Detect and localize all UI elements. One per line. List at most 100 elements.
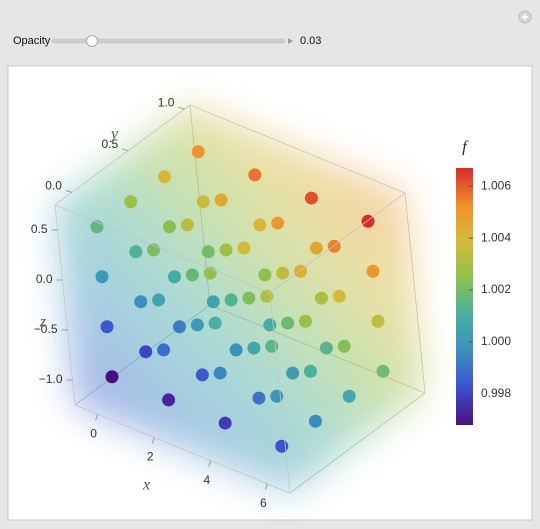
x-tick-label: 0 (90, 426, 97, 440)
data-point (252, 391, 266, 405)
colorbar-tick-label: 0.998 (481, 386, 511, 400)
y-tick (178, 106, 185, 110)
controls: Opacity 0.03 (13, 10, 532, 47)
data-point (276, 266, 290, 280)
data-point (319, 341, 333, 355)
data-point (139, 345, 153, 359)
data-point (185, 268, 199, 282)
data-point (242, 291, 256, 305)
box-edge (74, 404, 291, 494)
x-tick-label: 4 (203, 473, 210, 487)
data-point (253, 218, 267, 232)
box-edge (54, 204, 271, 294)
x-tick-label: 2 (147, 450, 154, 464)
y-tick-label: 0.5 (101, 137, 118, 151)
data-point (206, 295, 220, 309)
x-tick (95, 414, 99, 421)
data-point (157, 343, 171, 357)
data-point (281, 316, 295, 330)
data-point (303, 364, 317, 378)
z-tick-label: −0.5 (34, 322, 58, 336)
plot: 0 2 4 6 0.0 0.5 1.0 −1.0 −0.5 0.0 0.5 x y z f 0.998 1.00… (31, 95, 512, 510)
add-icon (522, 14, 528, 20)
data-point (258, 268, 272, 282)
data-point (224, 293, 238, 307)
y-tick-label: 1.0 (158, 95, 175, 109)
slider-toggle[interactable] (288, 38, 293, 44)
data-point (105, 370, 119, 384)
data-point (196, 195, 210, 209)
x-tick (151, 437, 155, 444)
slider-track[interactable] (51, 38, 286, 44)
data-point (124, 195, 138, 209)
data-point (152, 293, 166, 307)
data-point (342, 389, 356, 403)
data-point (237, 241, 251, 255)
z-tick-label: 0.5 (31, 222, 48, 236)
data-point (308, 414, 322, 428)
data-point (309, 241, 323, 255)
data-point (371, 314, 385, 328)
x-tick (208, 460, 212, 467)
z-axis-label: z (39, 314, 47, 331)
data-point (270, 389, 284, 403)
colorbar-tick-label: 1.006 (481, 178, 511, 192)
colorbar (456, 168, 473, 425)
box-edge (54, 104, 191, 206)
colorbar-tick-label: 1.002 (481, 282, 511, 296)
data-point (218, 416, 232, 430)
box-edge (269, 292, 291, 494)
x-tick (264, 483, 268, 490)
control-label: Opacity (13, 35, 51, 47)
box-edge (54, 204, 76, 406)
data-point (366, 264, 380, 278)
colorbar-tick-label: 1.004 (481, 230, 511, 244)
density-cloud (55, 105, 425, 493)
data-point (376, 364, 390, 378)
data-point (129, 245, 143, 259)
data-point (134, 295, 148, 309)
data-point (314, 291, 328, 305)
data-point (298, 314, 312, 328)
box-edge (189, 104, 406, 194)
data-point (271, 216, 285, 230)
data-point (219, 243, 233, 257)
slider-thumb[interactable] (86, 35, 98, 47)
data-point (95, 270, 109, 284)
data-point (158, 170, 172, 184)
data-point (168, 270, 182, 284)
y-tick (65, 190, 73, 193)
y-axis-label: y (109, 126, 119, 143)
z-tick-label: 0.0 (36, 272, 53, 286)
data-point (248, 168, 262, 182)
colorbar-tick-label: 1.000 (481, 334, 511, 348)
y-tick (121, 148, 129, 152)
data-point (163, 220, 177, 234)
control-value: 0.03 (300, 35, 321, 47)
z-tick-label: −1.0 (39, 372, 63, 386)
data-point (304, 191, 318, 205)
colorbar-title: f (462, 139, 469, 156)
data-point (275, 439, 289, 453)
box-edge (269, 192, 406, 294)
data-point (180, 218, 194, 232)
data-point (208, 316, 222, 330)
y-tick-label: 0.0 (45, 179, 62, 193)
x-axis-label: x (142, 477, 150, 494)
data-point (173, 320, 187, 334)
data-point (247, 341, 261, 355)
x-tick-label: 6 (260, 496, 267, 510)
data-point (265, 339, 279, 353)
data-point (190, 318, 204, 332)
data-point (286, 366, 300, 380)
data-point (100, 320, 114, 334)
data-point (213, 366, 227, 380)
data-point (214, 193, 228, 207)
data-point (201, 245, 215, 259)
data-point (337, 339, 351, 353)
data-point (263, 318, 277, 332)
data-point (162, 393, 176, 407)
data-point (332, 289, 346, 303)
